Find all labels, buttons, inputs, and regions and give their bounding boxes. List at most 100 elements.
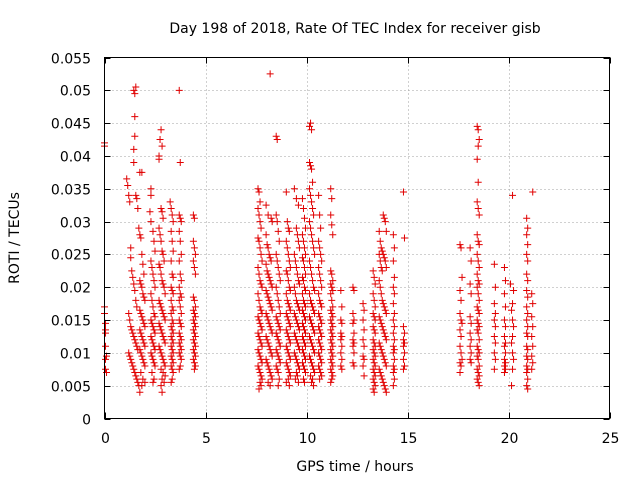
data-point: [282, 267, 290, 275]
data-point: [369, 323, 377, 331]
data-point: [318, 346, 326, 354]
data-point: [190, 309, 198, 317]
data-point: [309, 362, 317, 370]
data-point: [176, 332, 184, 340]
data-point: [168, 336, 176, 344]
data-point: [155, 342, 163, 350]
data-point: [141, 323, 149, 331]
data-point: [175, 316, 183, 324]
data-point: [524, 355, 532, 363]
data-point: [275, 375, 283, 383]
data-point: [284, 316, 292, 324]
data-point: [255, 296, 263, 304]
data-point: [369, 336, 377, 344]
data-point: [140, 319, 148, 327]
data-point: [276, 277, 284, 285]
data-point: [158, 306, 166, 314]
data-point: [338, 319, 346, 327]
data-point: [524, 346, 532, 354]
data-point: [298, 346, 306, 354]
data-point: [189, 306, 197, 314]
data-point: [156, 136, 164, 144]
data-point: [167, 227, 175, 235]
data-point: [382, 264, 390, 272]
y-tick-label: 0.02: [60, 281, 91, 297]
data-point: [257, 280, 265, 288]
data-point: [140, 270, 148, 278]
data-point: [169, 247, 177, 255]
data-point: [282, 188, 290, 196]
data-point: [318, 283, 326, 291]
data-point: [147, 257, 155, 265]
data-point: [300, 283, 308, 291]
data-point: [299, 277, 307, 285]
data-point: [132, 296, 140, 304]
data-point: [147, 290, 155, 298]
data-point: [359, 336, 367, 344]
data-point: [283, 244, 291, 252]
x-tick-label: 5: [202, 431, 211, 447]
data-point: [474, 204, 482, 212]
data-point: [299, 309, 307, 317]
data-point: [316, 313, 324, 321]
data-point: [267, 257, 275, 265]
data-point: [308, 126, 316, 134]
data-point: [327, 336, 335, 344]
data-point: [467, 336, 475, 344]
data-point: [175, 211, 183, 219]
data-point: [285, 369, 293, 377]
data-point: [300, 365, 308, 373]
data-point: [257, 323, 265, 331]
data-point: [338, 365, 346, 373]
data-point: [301, 342, 309, 350]
data-point: [375, 277, 383, 285]
data-point: [264, 339, 272, 347]
data-point: [139, 316, 147, 324]
data-point: [283, 346, 291, 354]
data-point: [282, 378, 290, 386]
data-point: [134, 378, 142, 386]
data-point: [176, 319, 184, 327]
data-point: [509, 365, 517, 373]
data-point: [282, 309, 290, 317]
data-point: [255, 237, 263, 245]
data-point: [272, 283, 280, 291]
data-point: [510, 355, 518, 363]
data-point: [490, 365, 498, 373]
data-point: [370, 378, 378, 386]
data-point: [155, 155, 163, 163]
data-point: [276, 342, 284, 350]
data-point: [350, 329, 358, 337]
data-point: [176, 362, 184, 370]
data-point: [133, 342, 141, 350]
data-point: [176, 270, 184, 278]
data-point: [275, 339, 283, 347]
data-point: [294, 201, 302, 209]
data-point: [298, 319, 306, 327]
data-point: [389, 329, 397, 337]
axis-ticks: [104, 57, 611, 420]
data-point: [301, 369, 309, 377]
data-point: [528, 365, 536, 373]
data-point: [272, 346, 280, 354]
data-point: [176, 290, 184, 298]
data-point: [128, 326, 136, 334]
data-point: [140, 293, 148, 301]
data-point: [189, 257, 197, 265]
data-point: [254, 362, 262, 370]
data-point: [290, 185, 298, 193]
data-point: [167, 204, 175, 212]
y-tick-label: 0.005: [51, 380, 91, 396]
data-point: [168, 270, 176, 278]
data-point: [168, 375, 176, 383]
data-point: [501, 277, 509, 285]
data-point: [379, 211, 387, 219]
data-point: [501, 359, 509, 367]
data-point: [369, 267, 377, 275]
data-point: [267, 349, 275, 357]
data-point: [256, 244, 264, 252]
data-point: [256, 277, 264, 285]
data-point: [150, 375, 158, 383]
data-point: [529, 342, 537, 350]
data-point: [359, 300, 367, 308]
